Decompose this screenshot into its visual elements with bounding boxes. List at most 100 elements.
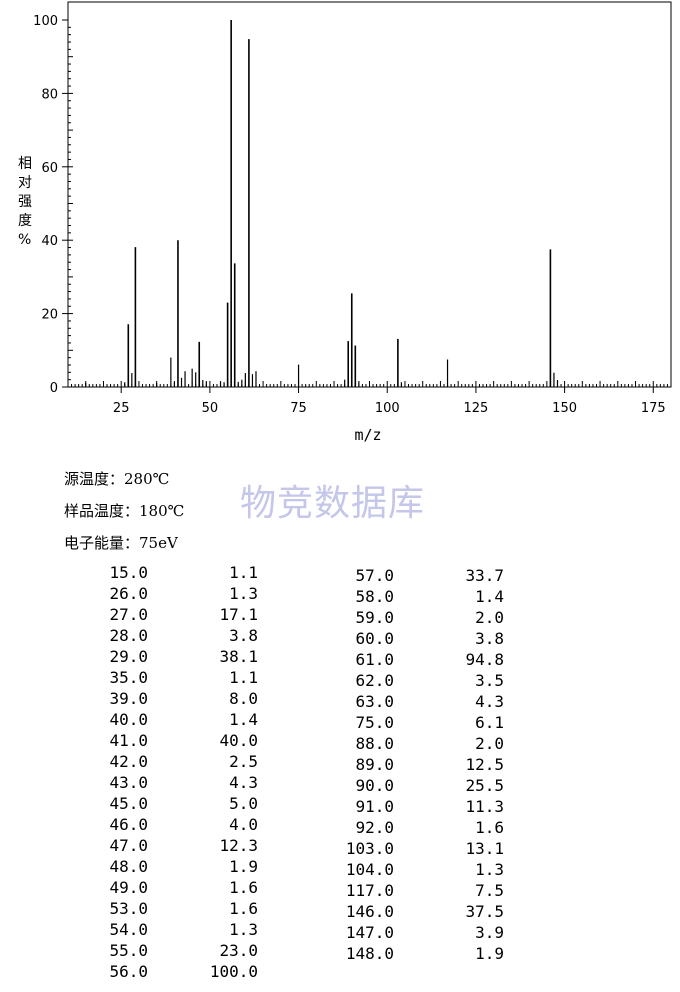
y-tick-label: 100	[33, 14, 58, 29]
mz-value: 40.0	[109, 710, 148, 729]
mz-value: 48.0	[109, 857, 148, 876]
mz-value: 90.0	[355, 776, 394, 795]
y-axis-ticks: 0 20 40 60 80 100	[33, 14, 68, 396]
mz-value: 148.0	[345, 944, 394, 963]
intensity-value: 1.4	[475, 587, 504, 606]
y-tick-label: 0	[50, 381, 58, 396]
mz-value: 75.0	[355, 713, 394, 732]
intensity-value: 1.9	[229, 857, 258, 876]
table-row: 148.0 1.9	[314, 943, 504, 964]
table-row: 59.0 2.0	[314, 607, 504, 628]
intensity-value: 1.6	[229, 878, 258, 897]
electron-energy: 电子能量：75eV	[64, 534, 178, 552]
x-tick-label: 100	[375, 401, 400, 416]
intensity-value: 1.3	[229, 584, 258, 603]
table-row: 56.0 100.0	[68, 961, 258, 982]
sample-temperature: 样品温度：180℃	[64, 502, 185, 520]
y-tick-label: 60	[41, 161, 58, 176]
intensity-value: 7.5	[475, 881, 504, 900]
plot-frame	[67, 1, 672, 388]
intensity-value: 2.5	[229, 752, 258, 771]
y-axis-label-text: 相对强度%	[18, 156, 32, 248]
mz-value: 56.0	[109, 962, 148, 981]
minor-ticks	[68, 26, 668, 387]
intensity-value: 4.3	[475, 692, 504, 711]
mz-value: 26.0	[109, 584, 148, 603]
mz-value: 28.0	[109, 626, 148, 645]
intensity-value: 2.0	[475, 734, 504, 753]
table-row: 92.0 1.6	[314, 817, 504, 838]
mz-value: 89.0	[355, 755, 394, 774]
mz-value: 42.0	[109, 752, 148, 771]
table-row: 55.0 23.0	[68, 940, 258, 961]
mz-value: 92.0	[355, 818, 394, 837]
x-tick-label: 75	[290, 401, 307, 416]
intensity-value: 2.0	[475, 608, 504, 627]
intensity-value: 12.3	[219, 836, 258, 855]
intensity-value: 4.0	[229, 815, 258, 834]
table-row: 15.0 1.1	[68, 562, 258, 583]
table-row: 28.0 3.8	[68, 625, 258, 646]
x-tick-label: 125	[463, 401, 488, 416]
intensity-value: 1.9	[475, 944, 504, 963]
intensity-value: 1.3	[229, 920, 258, 939]
table-row: 43.0 4.3	[68, 772, 258, 793]
table-row: 88.0 2.0	[314, 733, 504, 754]
table-row: 90.0 25.5	[314, 775, 504, 796]
table-row: 41.0 40.0	[68, 730, 258, 751]
x-tick-label: 150	[552, 401, 577, 416]
mz-value: 104.0	[345, 860, 394, 879]
mz-value: 27.0	[109, 605, 148, 624]
peak-table-right: 57.0 33.7 58.0 1.4 59.0 2.0 60.0 3.8 61.0 94.8 62.…	[314, 565, 504, 964]
mz-value: 29.0	[109, 647, 148, 666]
intensity-value: 12.5	[465, 755, 504, 774]
mass-spectrum-chart: 25 50 75 100 125 150 175 0 20 40 60 80 100 m/z 相对强度…	[18, 1, 672, 444]
intensity-value: 3.9	[475, 923, 504, 942]
intensity-value: 1.1	[229, 563, 258, 582]
mz-value: 146.0	[345, 902, 394, 921]
peak-table-left: 15.0 1.1 26.0 1.3 27.0 17.1 28.0 3.8 29.0 38.1 35.…	[68, 562, 258, 982]
table-row: 46.0 4.0	[68, 814, 258, 835]
mz-value: 49.0	[109, 878, 148, 897]
mz-value: 57.0	[355, 566, 394, 585]
intensity-value: 6.1	[475, 713, 504, 732]
table-row: 117.0 7.5	[314, 880, 504, 901]
intensity-value: 94.8	[465, 650, 504, 669]
table-row: 63.0 4.3	[314, 691, 504, 712]
table-row: 29.0 38.1	[68, 646, 258, 667]
x-axis-ticks: 25 50 75 100 125 150 175	[113, 387, 666, 416]
mz-value: 147.0	[345, 923, 394, 942]
table-row: 53.0 1.6	[68, 898, 258, 919]
table-row: 104.0 1.3	[314, 859, 504, 880]
intensity-value: 13.1	[465, 839, 504, 858]
intensity-value: 3.8	[475, 629, 504, 648]
table-row: 146.0 37.5	[314, 901, 504, 922]
table-row: 61.0 94.8	[314, 649, 504, 670]
mz-value: 53.0	[109, 899, 148, 918]
intensity-value: 3.8	[229, 626, 258, 645]
y-tick-label: 40	[41, 234, 58, 249]
mz-value: 58.0	[355, 587, 394, 606]
mz-value: 46.0	[109, 815, 148, 834]
intensity-value: 5.0	[229, 794, 258, 813]
table-row: 103.0 13.1	[314, 838, 504, 859]
y-tick-label: 80	[41, 87, 58, 102]
table-row: 58.0 1.4	[314, 586, 504, 607]
table-row: 47.0 12.3	[68, 835, 258, 856]
intensity-value: 100.0	[209, 962, 258, 981]
mz-value: 62.0	[355, 671, 394, 690]
intensity-value: 33.7	[465, 566, 504, 585]
mz-value: 41.0	[109, 731, 148, 750]
mz-value: 55.0	[109, 941, 148, 960]
x-axis-label: m/z	[354, 426, 381, 444]
watermark: 物竞数据库	[240, 483, 426, 524]
mz-value: 60.0	[355, 629, 394, 648]
table-row: 26.0 1.3	[68, 583, 258, 604]
intensity-value: 8.0	[229, 689, 258, 708]
intensity-value: 23.0	[219, 941, 258, 960]
mz-value: 39.0	[109, 689, 148, 708]
table-row: 62.0 3.5	[314, 670, 504, 691]
intensity-value: 25.5	[465, 776, 504, 795]
intensity-value: 1.3	[475, 860, 504, 879]
mz-value: 45.0	[109, 794, 148, 813]
